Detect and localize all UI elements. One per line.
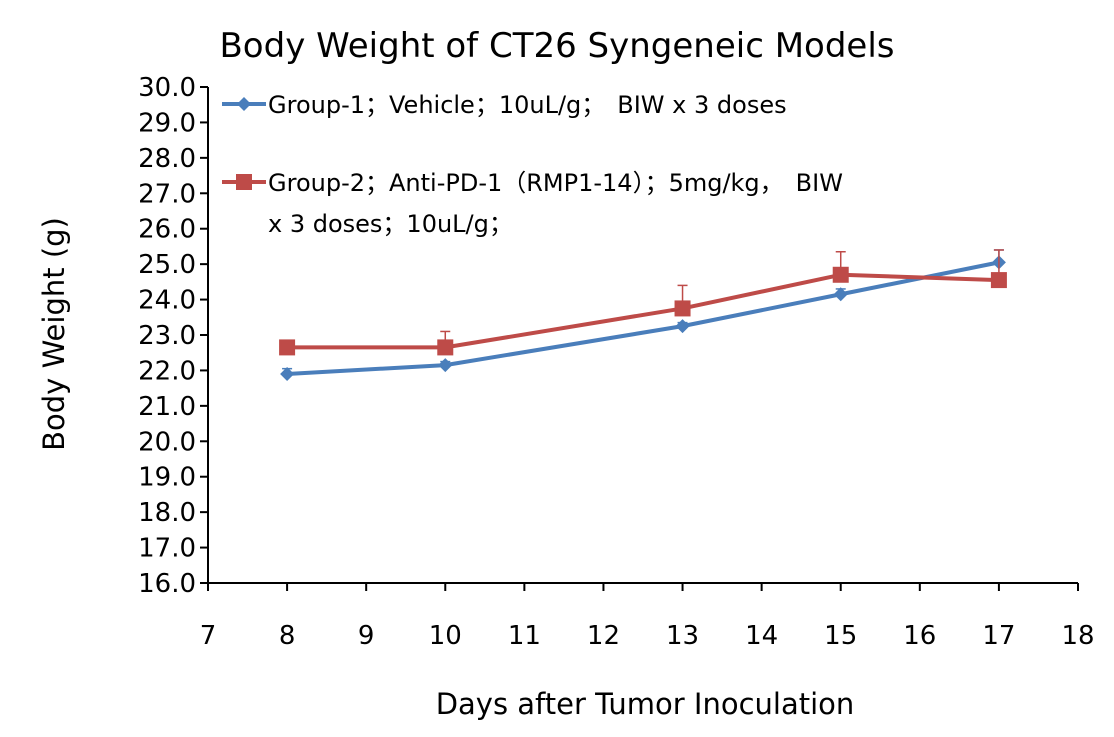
x-tick-label: 8 <box>279 621 296 651</box>
series-2 <box>279 249 1007 356</box>
x-tick-label: 10 <box>429 621 462 651</box>
data-point <box>280 366 295 381</box>
y-tick-label: 17.0 <box>138 534 196 564</box>
data-point <box>279 339 296 356</box>
data-point <box>832 266 849 283</box>
y-tick-label: 20.0 <box>138 427 196 457</box>
x-tick-label: 13 <box>666 621 699 651</box>
x-tick-label: 18 <box>1061 621 1094 651</box>
legend-entry: x 3 doses；10uL/g； <box>268 210 513 238</box>
x-tick-label: 16 <box>903 621 936 651</box>
x-tick-label: 14 <box>745 621 778 651</box>
x-tick-label: 11 <box>508 621 541 651</box>
data-point <box>990 272 1007 289</box>
y-tick-label: 23.0 <box>138 321 196 351</box>
y-tick-label: 21.0 <box>138 392 196 422</box>
data-point <box>674 300 691 317</box>
x-axis-ticks: 7 8 9 10 11 12 13 14 15 16 17 18 <box>200 583 1095 651</box>
y-tick-label: 22.0 <box>138 356 196 386</box>
x-tick-label: 12 <box>587 621 620 651</box>
legend-entry: Group-2；Anti-PD-1（RMP1-14）；5mg/kg， BIW <box>268 169 843 197</box>
axes <box>207 87 1078 584</box>
y-tick-label: 29.0 <box>138 108 196 138</box>
y-axis-ticks: 16.0 17.0 18.0 19.0 20.0 21.0 22.0 23.0 24.0 25.0… <box>138 73 208 599</box>
y-tick-label: 30.0 <box>138 73 196 103</box>
series-layer <box>279 249 1007 381</box>
y-tick-label: 28.0 <box>138 144 196 174</box>
x-tick-label: 7 <box>200 621 217 651</box>
y-tick-label: 19.0 <box>138 463 196 493</box>
data-point <box>675 319 690 334</box>
data-point <box>438 358 453 373</box>
legend: Group-1；Vehicle；10uL/g； BIW x 3 doses Gro… <box>222 91 843 238</box>
x-tick-label: 15 <box>824 621 857 651</box>
y-tick-label: 25.0 <box>138 250 196 280</box>
y-tick-label: 26.0 <box>138 215 196 245</box>
legend-marker <box>237 97 251 111</box>
data-point <box>437 339 454 356</box>
x-tick-label: 17 <box>982 621 1015 651</box>
y-tick-label: 16.0 <box>138 569 196 599</box>
legend-entry: Group-1；Vehicle；10uL/g； BIW x 3 doses <box>268 91 787 119</box>
series-line <box>286 260 1000 376</box>
y-tick-label: 27.0 <box>138 179 196 209</box>
y-tick-label: 24.0 <box>138 286 196 316</box>
x-axis-label: Days after Tumor Inoculation <box>436 687 855 721</box>
chart-title: Body Weight of CT26 Syngeneic Models <box>219 26 894 66</box>
legend-marker <box>236 174 252 190</box>
x-tick-label: 9 <box>358 621 375 651</box>
data-point <box>833 287 848 302</box>
y-axis-label: Body Weight (g) <box>37 217 71 451</box>
y-tick-label: 18.0 <box>138 498 196 528</box>
